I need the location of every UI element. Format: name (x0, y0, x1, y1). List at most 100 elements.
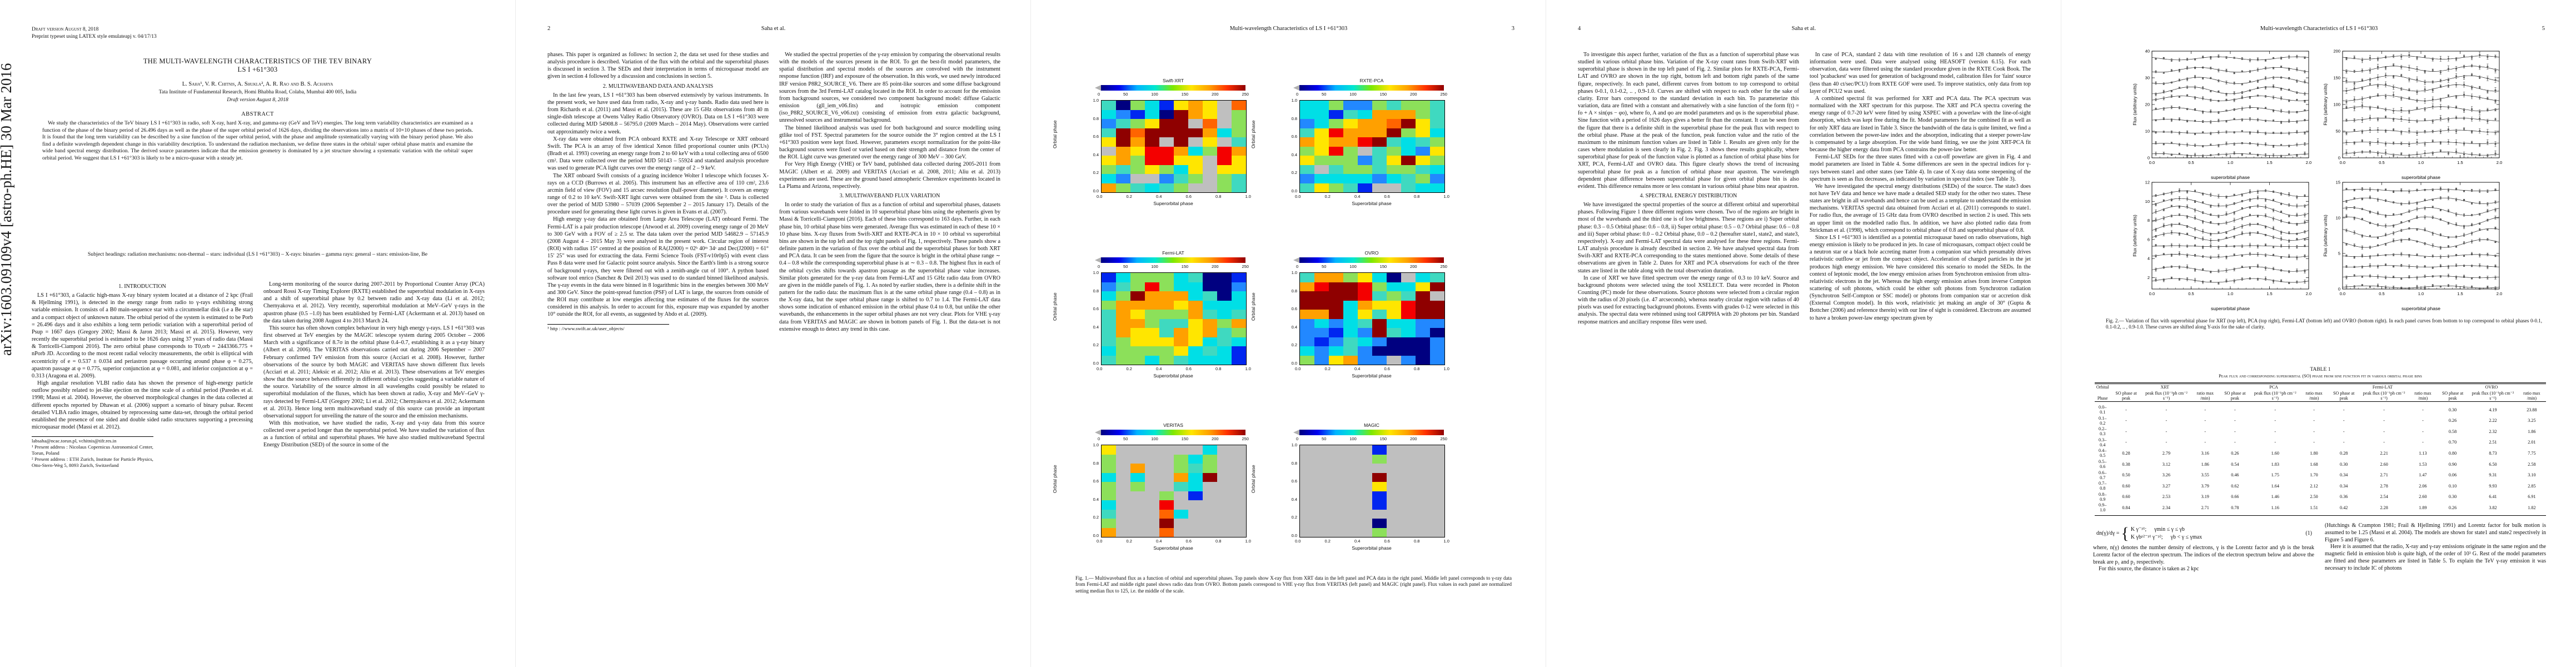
heatmap-cell (1387, 165, 1401, 174)
paragraph: The XRT onboard Swift consists of a graz… (547, 172, 769, 216)
heatmap-cell (1372, 346, 1387, 356)
heatmap-cell (1430, 128, 1444, 137)
heatmap-cell (1159, 318, 1174, 328)
table-cell: 0.34 (2340, 483, 2348, 489)
equation-brace: { (2121, 524, 2129, 542)
heatmap-cell (1203, 464, 1217, 473)
paragraph: For this source, the distance is taken a… (2099, 566, 2199, 573)
heatmap-cell (1174, 445, 1188, 455)
colorbar-tick-label: 100 (1151, 92, 1158, 97)
paragraph: We have investigated the spectral proper… (1578, 202, 1799, 274)
x-axis-ticks: 0.0 0.2 0.4 0.6 0.8 1.0 (1295, 194, 1449, 199)
heatmap-cell (1401, 346, 1416, 356)
heatmap-cell (1203, 273, 1217, 282)
page5-right-column: (Hutchings & Crampton 1981; Frail & Hjel… (2325, 522, 2546, 634)
y-tick-label: 0.0 (1291, 360, 1297, 366)
table-cell: 2.28 (2380, 505, 2388, 510)
heatmap-cell (1314, 445, 1329, 455)
table-cell: - (2343, 407, 2345, 412)
error-bars (2155, 105, 2306, 114)
section-heading: 3. MULTIWAVEBAND FLUX VARIATION (839, 192, 940, 199)
heatmap-cell (1130, 165, 1145, 174)
heatmap-cell (1116, 500, 1130, 510)
y-tick-label: 0 (2148, 156, 2150, 161)
heatmap-cell (1430, 509, 1444, 519)
y-tick-label: 1.0 (1093, 270, 1099, 275)
table-row: 0.3–0.4 - - - - - - - - - 0.70 2.51 2.01 (2095, 437, 2546, 448)
heatmap-cell (1314, 464, 1329, 473)
y-tick-label: 0.8 (1093, 116, 1099, 121)
x-tick-label: 0.4 (1156, 539, 1162, 544)
heatmap-cell (1188, 500, 1203, 510)
sine-fit-curve (2151, 191, 2309, 197)
heatmap-cell (1102, 464, 1116, 473)
colorbar-tick-label: 250 (1440, 436, 1447, 441)
footnote: ³ http : //www.swift.ac.uk/user_objects/ (547, 325, 625, 331)
x-tick-label: 1.0 (2228, 160, 2233, 165)
heatmap-cell (1145, 156, 1159, 165)
heatmap-cell (1401, 109, 1416, 119)
plot-frame (2151, 182, 2309, 290)
heatmap-cell (1401, 128, 1416, 137)
heatmap-cell (1159, 527, 1174, 537)
table-cell: - (2165, 407, 2168, 412)
heatmap-cell (1174, 137, 1188, 147)
table-row: 0.2–0.3 - - - - - - - - - 0.58 2.32 1.86 (2095, 426, 2546, 437)
x-tick-label: 0.5 (2379, 291, 2384, 296)
heatmap-cell (1358, 328, 1372, 337)
heatmap-cell (1300, 282, 1314, 291)
colorbar-wrap (1095, 85, 1245, 91)
heatmap-cell (1217, 137, 1232, 147)
sine-fit-curve (2151, 215, 2309, 224)
heatmap-cell (1300, 318, 1314, 328)
heatmap-cell (1358, 128, 1372, 137)
heatmap-cell (1130, 137, 1145, 147)
x-tick-label: 0.5 (2188, 160, 2194, 165)
fig1-panel-ovro: OVRO 0 50 100 150 200 250 1.0 0.8 0.6 0.4 0.2 0.0 0.0… (1250, 250, 1449, 379)
heatmap-cell (1314, 174, 1329, 183)
table-cell: 1.86 (2528, 429, 2536, 434)
x-tick-label: 0.2 (1126, 366, 1132, 371)
heatmap-cell (1343, 318, 1358, 328)
table-cell: 7.75 (2528, 450, 2536, 456)
x-tick-label: 0.8 (1414, 366, 1420, 371)
heatmap-cell (1203, 472, 1217, 482)
error-bars (2345, 214, 2497, 229)
heatmap-cell (1116, 519, 1130, 528)
table-cell: - (2234, 407, 2236, 412)
table-cell: 2.34 (2162, 505, 2171, 510)
paragraph: In order to study the variation of flux … (779, 202, 1000, 332)
heatmap-cell (1372, 146, 1387, 156)
colorbar-wrap (1293, 430, 1444, 435)
y-axis-ticks: 1.0 0.8 0.6 0.4 0.2 0.0 (1285, 442, 1297, 538)
heatmap-cell (1145, 137, 1159, 147)
colorbar-tick-label: 50 (1322, 92, 1327, 97)
heatmap-cell (1401, 156, 1416, 165)
heatmap-cell (1387, 300, 1401, 310)
heatmap-cell (1130, 491, 1145, 500)
heatmap-cell (1217, 101, 1232, 110)
abstract-text: We study the characteristics of the TeV … (42, 120, 473, 161)
table-cell: 0.06 (2448, 472, 2457, 478)
heatmap-cell (1387, 174, 1401, 183)
y-tick-label: 150 (2333, 76, 2340, 81)
error-bars (2155, 151, 2306, 158)
paragraph: phases. This paper is organized as follo… (547, 52, 769, 80)
heatmap-cell (1188, 519, 1203, 528)
table-cell: - (2422, 440, 2424, 445)
table-cell: 0.2–0.3 (2099, 426, 2107, 437)
heatmap-cell (1314, 282, 1329, 291)
title-line-2: LS I +61°303 (237, 66, 278, 73)
heatmap-cell (1372, 337, 1387, 346)
heatmap-cell (1430, 300, 1444, 310)
heatmap-cell (1416, 346, 1430, 356)
y-tick-label: 10 (2145, 199, 2150, 204)
heatmap-cell (1174, 482, 1188, 491)
x-tick-label: 0.0 (2149, 160, 2155, 165)
y-axis-ticks: 1.0 0.8 0.6 0.4 0.2 0.0 (1285, 270, 1297, 366)
heatmap-cell (1401, 464, 1416, 473)
heatmap-cell (1358, 109, 1372, 119)
x-axis-label: superorbital phase (2401, 306, 2440, 311)
heatmap-cell (1300, 328, 1314, 337)
table-cell: - (2383, 429, 2385, 434)
